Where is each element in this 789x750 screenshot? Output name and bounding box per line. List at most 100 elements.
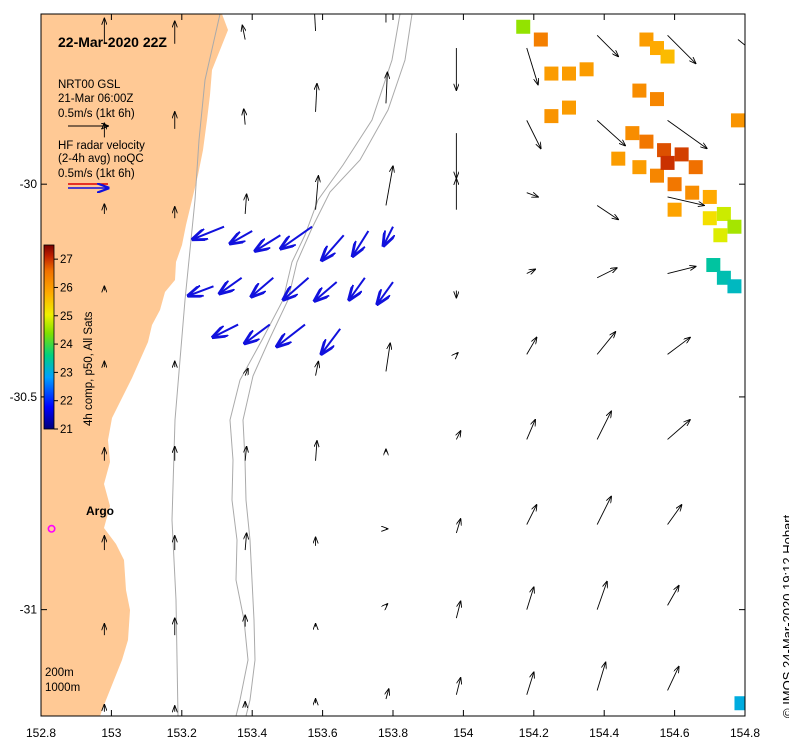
- model-current-arrow: [386, 604, 387, 605]
- model-current-arrow: [596, 497, 611, 525]
- colorbar-tick-label: 26: [60, 282, 73, 294]
- model-current-arrow: [667, 338, 690, 355]
- sst-cell: [727, 279, 742, 294]
- sst-cell: [713, 228, 728, 243]
- radar-current-arrow: [193, 225, 225, 239]
- radar-current-arrow: [213, 323, 239, 337]
- x-tick-label: 154: [453, 726, 473, 740]
- model-current-arrow: [667, 196, 704, 205]
- sst-cell: [702, 189, 717, 204]
- radar-current-arrow: [252, 277, 274, 296]
- sst-cell: [702, 211, 717, 226]
- model-current-arrow: [667, 505, 682, 525]
- model-current-arrow: [667, 34, 696, 63]
- radar-current-arrow: [277, 323, 306, 347]
- model-current-arrow: [455, 678, 460, 695]
- sst-cell: [632, 83, 647, 98]
- model-current-arrow: [526, 672, 534, 695]
- colorbar-tick-label: 25: [60, 311, 73, 323]
- model-current-arrow: [455, 519, 460, 534]
- model-current-arrow: [385, 166, 393, 206]
- colorbar-ticks: 21 22 23 24 25 26 27: [54, 254, 73, 436]
- sst-cell: [674, 147, 689, 162]
- isobath-legend: 200m 1000m: [45, 667, 80, 694]
- sst-cell: [650, 92, 664, 107]
- sst-cell: [562, 66, 576, 81]
- sst-cell: [516, 19, 531, 34]
- model-current-arrow: [385, 343, 390, 372]
- sst-cell: [562, 100, 576, 115]
- model-current-arrow: [316, 441, 317, 461]
- colorbar-tick-label: 22: [60, 396, 73, 408]
- sst-cell: [544, 109, 559, 124]
- sst-cell: [727, 219, 742, 234]
- sst-cell: [579, 62, 594, 77]
- model-current-arrow: [526, 120, 541, 148]
- model-current-arrow: [456, 353, 457, 354]
- model-current-arrow: [455, 601, 460, 619]
- model-current-arrow: [667, 267, 696, 274]
- radar-current-arrow: [189, 286, 214, 295]
- model-current-arrow: [314, 14, 317, 32]
- sst-cell: [716, 206, 731, 221]
- sst-cell: [660, 49, 675, 64]
- radar-current-arrow: [256, 234, 281, 250]
- model-current-arrow: [526, 505, 537, 525]
- sst-cell: [639, 134, 654, 149]
- model-current-arrow: [245, 369, 248, 376]
- x-tick-label: 153.2: [167, 726, 197, 740]
- isobath-label-1000m: 1000m: [45, 682, 80, 694]
- x-tick-label: 153.6: [308, 726, 338, 740]
- radar-current-arrow: [245, 323, 271, 343]
- x-tick-label: 153.8: [378, 726, 408, 740]
- isobath-label-200m: 200m: [45, 667, 74, 679]
- radar-legend: HF radar velocity (2-4h avg) noQC 0.5m/s…: [58, 140, 145, 188]
- y-tick-label: -30: [20, 177, 38, 191]
- radar-current-arrow: [384, 226, 393, 245]
- radar-current-arrow: [322, 328, 342, 354]
- model-current-arrow: [596, 34, 618, 56]
- sst-cell: [688, 160, 703, 175]
- x-tick-label: 153.4: [237, 726, 267, 740]
- sst-cell: [706, 258, 721, 273]
- sst-cell: [533, 32, 548, 47]
- x-tick-label: 153: [101, 726, 121, 740]
- model-legend-line-2: 21-Mar 06:00Z: [58, 93, 133, 105]
- model-current-arrow: [596, 662, 605, 691]
- radar-current-arrow: [220, 276, 243, 293]
- model-current-arrow: [526, 193, 538, 197]
- axes: 152.8 153 153.2 153.4 153.6 153.8 154 154.2 154.…: [10, 14, 760, 740]
- colorbar-tick-label: 23: [60, 367, 73, 379]
- map-title: 22-Mar-2020 22Z: [58, 34, 167, 50]
- model-current-arrow: [315, 176, 319, 210]
- model-current-arrow: [667, 667, 679, 691]
- sst-cell: [632, 160, 647, 175]
- sst-colorbar: 21 22 23 24 25 26 27 4h comp, p50, All Sats: [43, 244, 95, 436]
- credit-text: © IMOS 24-Mar-2020 19:12 Hobart: [780, 514, 789, 718]
- sst-cell: [625, 126, 640, 141]
- model-current-arrow: [526, 587, 534, 610]
- model-current-arrow: [244, 109, 245, 125]
- model-current-arrow: [667, 420, 690, 440]
- sst-cell: [650, 168, 664, 183]
- sst-cell: [716, 270, 731, 285]
- sst-cell: [657, 143, 672, 158]
- land-australia: [41, 14, 228, 716]
- model-current-arrow: [245, 194, 246, 214]
- isobath-200m-inner: [171, 14, 221, 716]
- y-tick-label: -30.5: [10, 390, 38, 404]
- isobath-1000m: [242, 14, 413, 716]
- radar-current-arrow: [353, 230, 370, 256]
- sst-cell: [667, 202, 682, 217]
- model-current-arrow: [596, 582, 607, 610]
- model-current-arrow: [526, 338, 537, 355]
- argo-marker-icon[interactable]: [47, 524, 56, 533]
- sst-cell: [544, 66, 559, 81]
- radar-legend-line-2: (2-4h avg) noQC: [58, 153, 144, 165]
- argo-float[interactable]: Argo: [47, 504, 114, 533]
- sst-cell: [650, 41, 664, 56]
- colorbar-tick-label: 27: [60, 254, 73, 266]
- model-legend: NRT00 GSL 21-Mar 06:00Z 0.5m/s (1kt 6h): [58, 79, 135, 126]
- radar-legend-line-3: 0.5m/s (1kt 6h): [58, 168, 135, 180]
